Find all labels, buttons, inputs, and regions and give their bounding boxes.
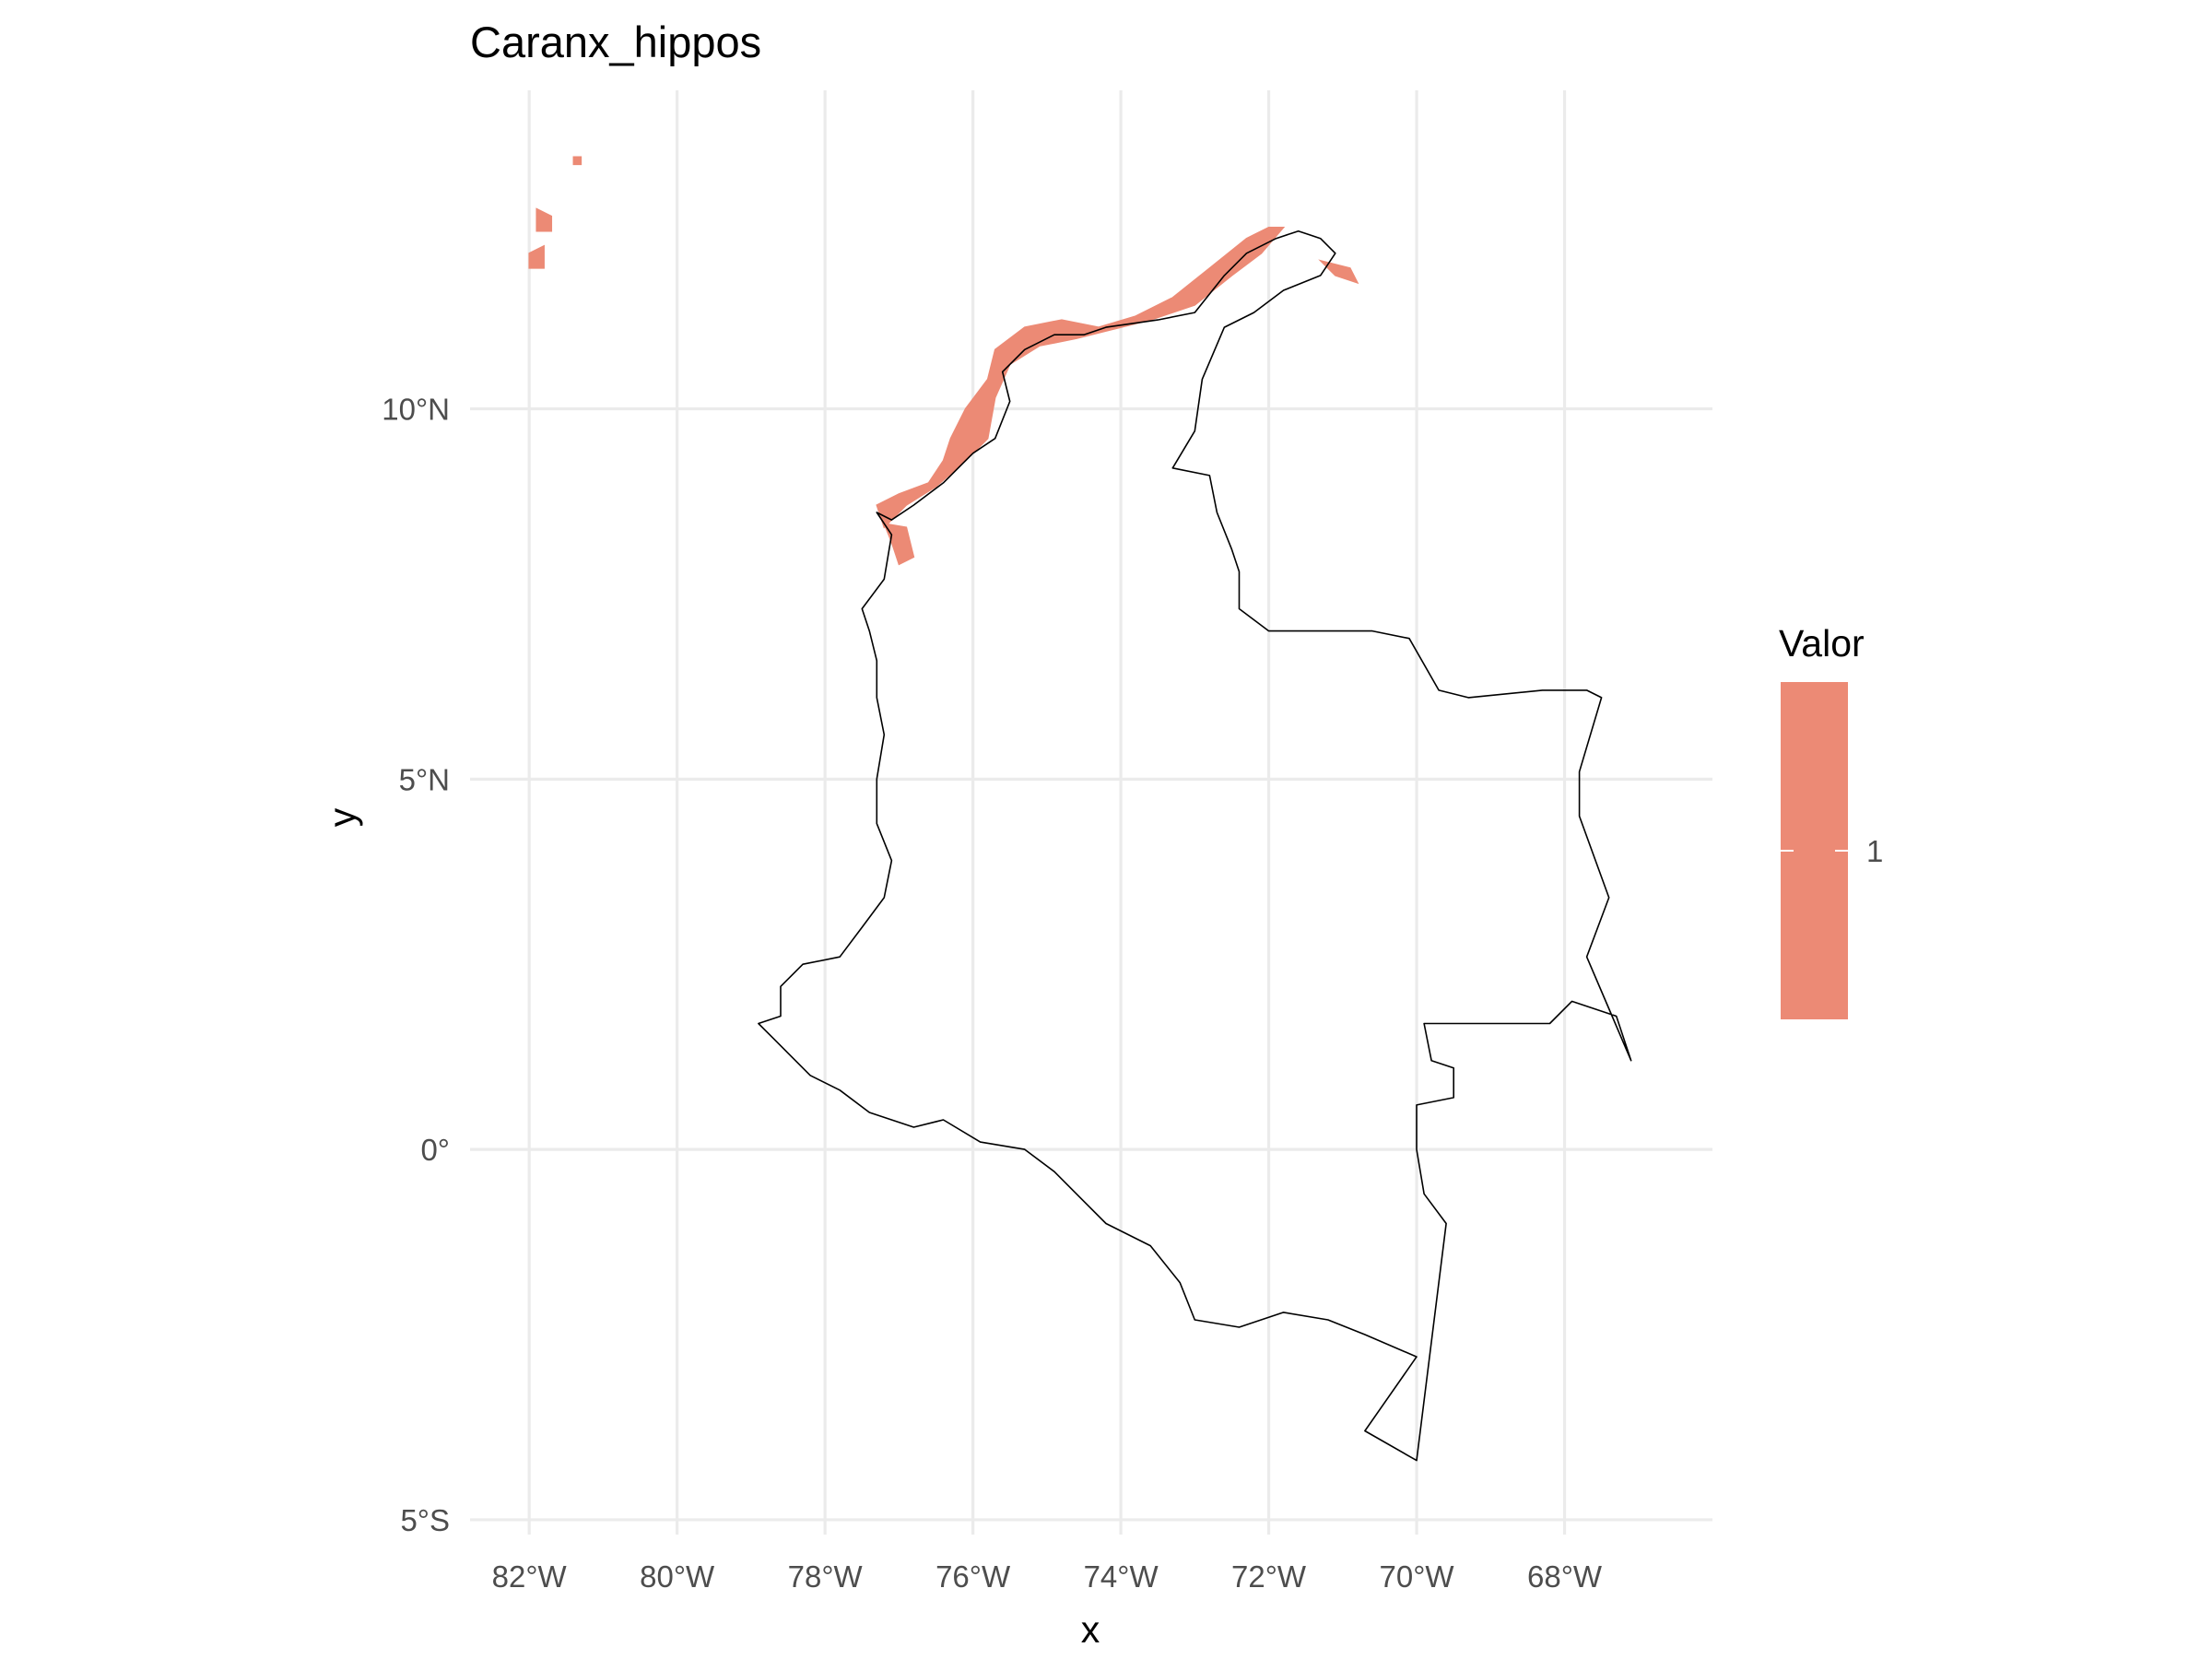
- presence-region: [1318, 259, 1359, 285]
- legend: Valor 1: [1779, 622, 1883, 1019]
- presence-region: [876, 226, 1286, 529]
- presence-region: [535, 207, 553, 232]
- x-tick-label: 74°W: [1084, 1559, 1159, 1594]
- x-axis-title: x: [1081, 1608, 1100, 1651]
- x-tick-label: 70°W: [1380, 1559, 1455, 1594]
- x-gridlines: [527, 90, 1567, 1535]
- y-axis-title: y: [321, 807, 363, 827]
- x-tick-label: 80°W: [640, 1559, 715, 1594]
- x-tick-label: 76°W: [935, 1559, 1011, 1594]
- country-outline: [758, 229, 1632, 1462]
- y-tick-label: 5°N: [399, 762, 450, 796]
- y-gridlines: [470, 406, 1712, 1522]
- x-tick-label: 68°W: [1527, 1559, 1603, 1594]
- x-tick-label: 82°W: [492, 1559, 568, 1594]
- x-tick-labels: 82°W 80°W 78°W 76°W 74°W 72°W 70°W 68°W: [492, 1559, 1603, 1594]
- legend-title: Valor: [1779, 622, 1865, 665]
- presence-region: [572, 156, 582, 166]
- y-tick-label: 0°: [420, 1133, 450, 1167]
- x-tick-label: 78°W: [788, 1559, 864, 1594]
- presence-region: [528, 244, 545, 269]
- y-tick-label: 5°S: [400, 1503, 450, 1537]
- y-tick-label: 10°N: [382, 393, 450, 427]
- presence-layer: [528, 156, 1359, 566]
- x-tick-label: 72°W: [1231, 1559, 1307, 1594]
- legend-label: 1: [1866, 834, 1883, 868]
- y-tick-labels: 10°N 5°N 0° 5°S: [382, 393, 450, 1537]
- chart-title: Caranx_hippos: [470, 18, 761, 66]
- country-outline-layer: [758, 229, 1632, 1462]
